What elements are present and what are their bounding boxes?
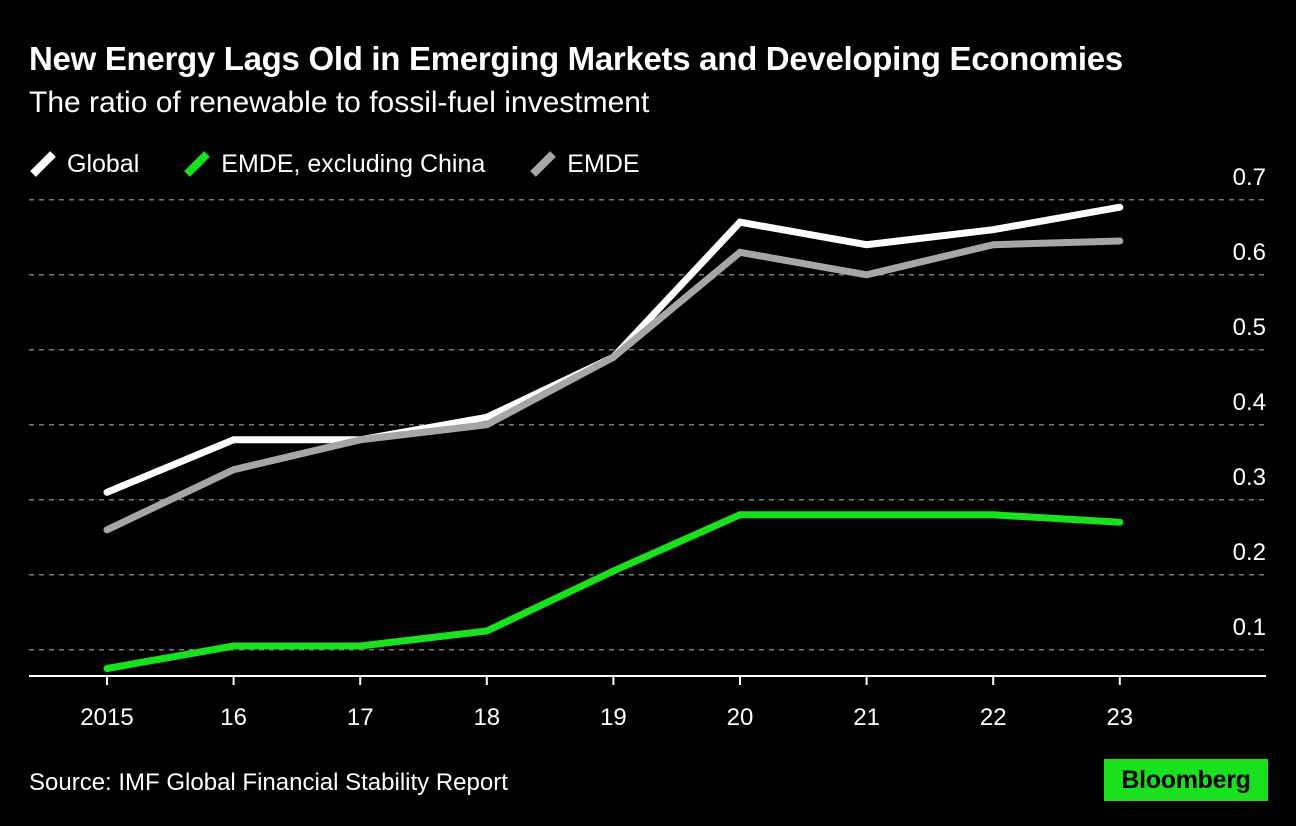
y-tick-label-0.2: 0.2 xyxy=(1233,539,1266,566)
x-tick-label-16: 16 xyxy=(220,704,247,731)
chart-subtitle: The ratio of renewable to fossil-fuel in… xyxy=(29,86,650,119)
y-tick-label-0.5: 0.5 xyxy=(1233,314,1266,341)
series-line-emde-excluding-china xyxy=(103,511,1124,672)
legend-swatch-emde xyxy=(530,151,557,177)
y-tick-label-0.3: 0.3 xyxy=(1233,464,1266,491)
x-tick-label-20: 20 xyxy=(727,704,754,731)
bloomberg-logo: Bloomberg xyxy=(1104,759,1268,801)
x-tick-label-17: 17 xyxy=(347,704,374,731)
y-tick-label-0.7: 0.7 xyxy=(1233,164,1266,191)
legend-label-emde: EMDE xyxy=(567,149,640,178)
y-tick-label-0.4: 0.4 xyxy=(1233,389,1266,416)
x-tick-label-22: 22 xyxy=(980,704,1007,731)
chart-title: New Energy Lags Old in Emerging Markets … xyxy=(29,40,1123,77)
legend-item-global: Global xyxy=(29,150,139,179)
x-tick-label-18: 18 xyxy=(473,704,500,731)
y-tick-label-0.6: 0.6 xyxy=(1233,239,1266,266)
source-note: Source: IMF Global Financial Stability R… xyxy=(29,769,508,796)
x-tick-label-23: 23 xyxy=(1106,704,1133,731)
x-tick-label-21: 21 xyxy=(853,704,880,731)
legend-item-emde-ex-china: EMDE, excluding China xyxy=(183,150,485,179)
legend: Global EMDE, excluding China EMDE xyxy=(29,146,684,182)
legend-label-global: Global xyxy=(67,149,140,178)
x-tick-label-19: 19 xyxy=(600,704,627,731)
series-line-emde xyxy=(103,237,1124,534)
y-tick-label-0.1: 0.1 xyxy=(1233,614,1266,641)
legend-swatch-global xyxy=(30,151,56,177)
legend-label-emde-ex-china: EMDE, excluding China xyxy=(221,149,486,178)
x-tick-label-2015: 2015 xyxy=(80,704,133,731)
legend-item-emde: EMDE xyxy=(529,149,640,179)
legend-swatch-emde-ex-china xyxy=(184,151,211,177)
